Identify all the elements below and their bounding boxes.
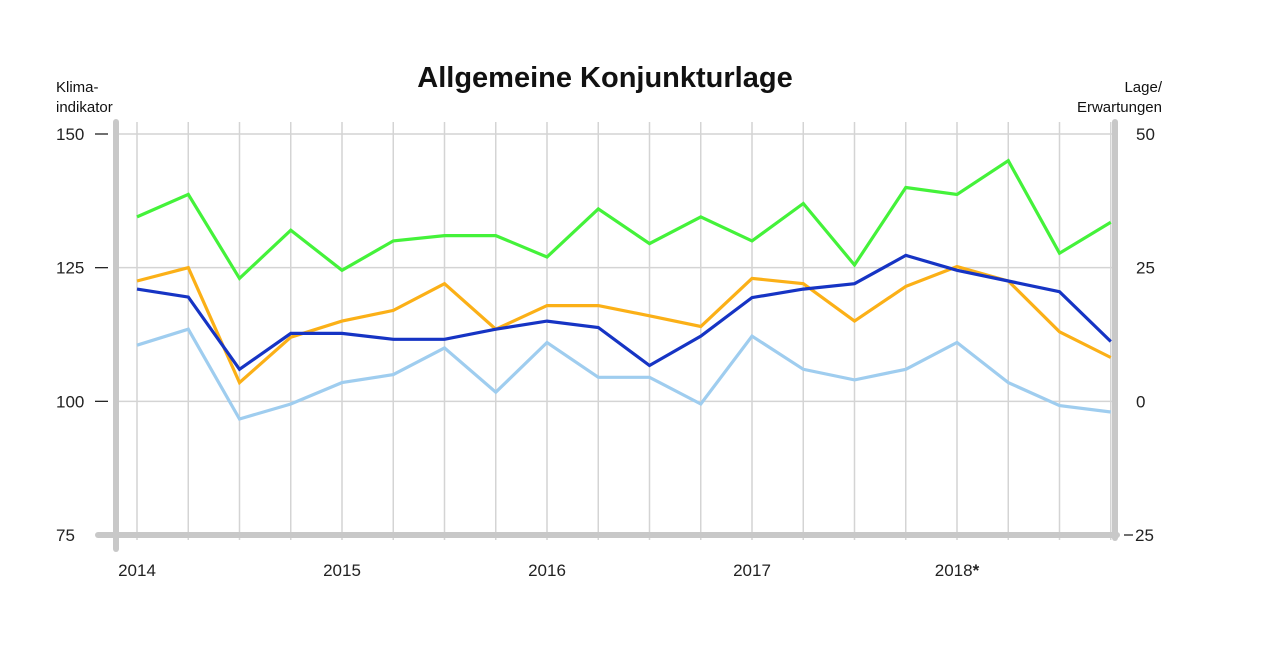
left-axis-label-line-2: indikator (56, 99, 113, 116)
right-tick-label: 25 (1136, 259, 1155, 278)
right-tick-label: 25 (1135, 526, 1154, 545)
x-tick-label: 2014 (118, 561, 156, 580)
left-tick-label: 125 (56, 259, 84, 278)
x-tick-label: 2017 (733, 561, 771, 580)
x-tick-label-star: * (973, 561, 980, 580)
series-line-orange (136, 264, 1112, 386)
chart-title: Allgemeine Konjunkturlage (417, 62, 793, 94)
right-tick-label: 0 (1136, 392, 1145, 411)
x-tick-label: 2016 (528, 561, 566, 580)
x-tick-label: 2018* (935, 561, 980, 580)
right-axis-label: Lage/ Erwartungen (1077, 78, 1162, 118)
series-line-green (136, 158, 1112, 281)
x-tick-label: 2015 (323, 561, 361, 580)
left-axis-label-line-1: Klima- (56, 79, 99, 96)
left-tick-label: 75 (56, 526, 75, 545)
left-tick-label: 100 (56, 392, 84, 411)
left-tick-label: 150 (56, 125, 84, 144)
right-axis-label-line-1: Lage/ (1124, 79, 1162, 96)
right-axis-label-line-2: Erwartungen (1076, 99, 1162, 116)
series-line-lightblue (136, 327, 1111, 421)
left-axis-label: Klima- indikator (56, 78, 113, 118)
series-line-darkblue (136, 253, 1112, 372)
right-tick-label: 50 (1136, 125, 1155, 144)
